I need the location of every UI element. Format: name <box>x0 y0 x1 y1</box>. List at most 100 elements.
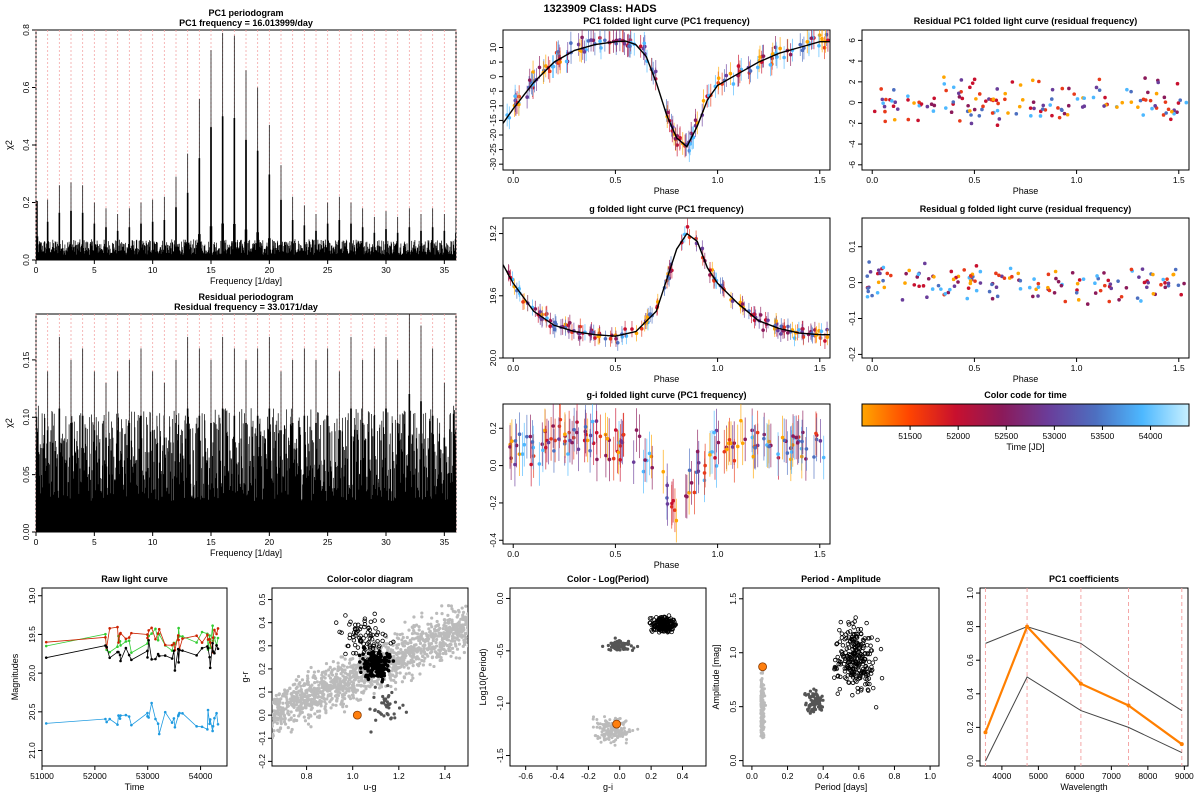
color_color-ref-point <box>341 688 345 693</box>
color_color-ref-point <box>352 689 357 693</box>
gi_folded-ytick-label: 0.0 <box>488 459 498 471</box>
color_color-ref-point <box>446 604 451 608</box>
gi_folded-point <box>661 469 666 474</box>
color_color-ref-point <box>414 643 418 647</box>
color_logperiod-ytick-label: -1.0 <box>495 696 505 711</box>
color_color-dark-point <box>382 701 386 705</box>
color_color-ref-point <box>332 684 336 689</box>
residual_g_folded-point <box>866 286 870 290</box>
g_folded-point <box>772 327 777 331</box>
color_color-ref-point <box>396 666 400 670</box>
period_amplitude-open-point <box>842 636 847 642</box>
gi_folded-point <box>513 462 517 467</box>
color_color-ref-point <box>470 626 473 629</box>
color_color-class-point <box>358 660 362 664</box>
color_color-ref-point <box>280 708 284 712</box>
color_color-ref-point <box>468 633 471 636</box>
g_folded-point <box>639 326 644 331</box>
residual_pc1_folded-point <box>1164 111 1168 115</box>
color_color-ref-point <box>276 718 280 722</box>
color_color-ref-point <box>476 610 479 613</box>
color_color-dark-point <box>386 683 390 688</box>
color_logperiod-ref-point <box>603 734 607 738</box>
color_color-ref-point <box>315 709 320 713</box>
residual_pc1_folded-point <box>959 78 964 82</box>
pc1_coefficients-ytick-label: 0.0 <box>965 755 975 767</box>
color_color-ref-point <box>454 627 458 632</box>
raw_light_curve-ytick-label: 20.5 <box>27 703 37 720</box>
pc1_folded-ytick-label: -10 <box>488 99 498 112</box>
color_color-ref-point <box>385 642 389 646</box>
raw_light_curve-title: Raw light curve <box>101 574 168 584</box>
color_color-ref-point <box>402 644 407 648</box>
period_amplitude-open-point <box>855 685 860 691</box>
color_key-tick-label: 52000 <box>946 431 970 441</box>
residual_pc1_folded-point <box>906 98 910 102</box>
color_color-ref-point <box>437 648 441 652</box>
residual_pc1_folded-point <box>968 109 972 113</box>
residual_g_folded-point <box>881 265 886 270</box>
color_color-dark-point <box>373 685 377 689</box>
color_logperiod-ref-point <box>607 731 611 735</box>
gi_folded-point <box>727 437 732 442</box>
color_logperiod-xtick-label: 0.0 <box>614 771 626 781</box>
color_color-ref-point <box>409 646 413 650</box>
residual_g_folded-point <box>1046 272 1051 277</box>
residual_g_folded-point <box>875 290 880 295</box>
pc1_folded-point <box>653 69 658 74</box>
residual_pc1_folded-point <box>883 109 887 114</box>
color_color-ylabel: g-r <box>240 671 250 682</box>
residual_g_folded-point <box>1016 271 1021 276</box>
residual_g_folded-point <box>1054 276 1058 281</box>
period_amplitude-open-point <box>838 619 843 625</box>
residual_pc1_folded-point <box>1097 77 1102 82</box>
residual_g_folded-point <box>994 285 999 290</box>
g_folded-point <box>797 328 801 332</box>
color_color-ref-point <box>276 705 280 709</box>
color_color-ref-point <box>406 666 411 670</box>
residual_g_folded-point <box>876 280 881 285</box>
color_color-ref-point <box>343 675 347 679</box>
color_color-dark-point <box>369 730 373 734</box>
residual_g_folded-point <box>867 260 871 264</box>
color_color-ref-point <box>422 659 426 663</box>
color_logperiod-ref-point <box>617 733 621 737</box>
color_color-dark-point <box>404 710 408 714</box>
color_color-ref-point <box>335 698 339 702</box>
color_color-ref-point <box>358 656 362 661</box>
gi_folded-point <box>546 440 551 445</box>
residual_g_folded-point <box>946 290 951 295</box>
raw_light_curve-xtick-label: 54000 <box>189 771 213 781</box>
residual_g_folded-point <box>1077 278 1082 282</box>
color_logperiod-dark-point <box>616 642 620 646</box>
residual_pc1_folded-point <box>906 94 910 98</box>
gi_folded-point <box>812 455 816 459</box>
color_color-open-point <box>370 632 375 638</box>
color_color-ref-point <box>311 693 316 697</box>
g_folded-xtick-label: 1.5 <box>814 363 826 373</box>
color_color-ref-point <box>348 697 353 701</box>
residual_pc1_folded-point <box>995 123 1000 128</box>
gi_folded-point <box>804 457 808 461</box>
color_color-ref-point <box>395 646 399 650</box>
residual_pc1_folded-point <box>1010 80 1015 84</box>
color_color-ref-point <box>277 701 281 706</box>
color_color-dark-point <box>397 706 402 710</box>
residual_pc1_folded-point <box>1143 98 1148 102</box>
pc1_periodogram-subtitle: PC1 frequency = 16.013999/day <box>179 18 313 28</box>
color_color-ref-point <box>370 679 374 683</box>
gi_folded-point <box>574 430 579 435</box>
color_color-ref-point <box>457 642 462 646</box>
color_logperiod-ref-point <box>617 717 621 721</box>
color_color-ref-point <box>328 676 333 680</box>
residual_pc1_folded-point <box>882 104 887 109</box>
color_color-ref-point <box>470 614 473 617</box>
color_color-ref-point <box>285 692 289 696</box>
color_color-class-point <box>380 673 385 678</box>
color_color-ref-point <box>434 629 439 633</box>
gi_folded-point <box>595 457 599 462</box>
color_color-ref-point <box>461 610 466 615</box>
color_logperiod-ref-point <box>620 734 624 738</box>
color_color-ref-point <box>421 663 425 667</box>
